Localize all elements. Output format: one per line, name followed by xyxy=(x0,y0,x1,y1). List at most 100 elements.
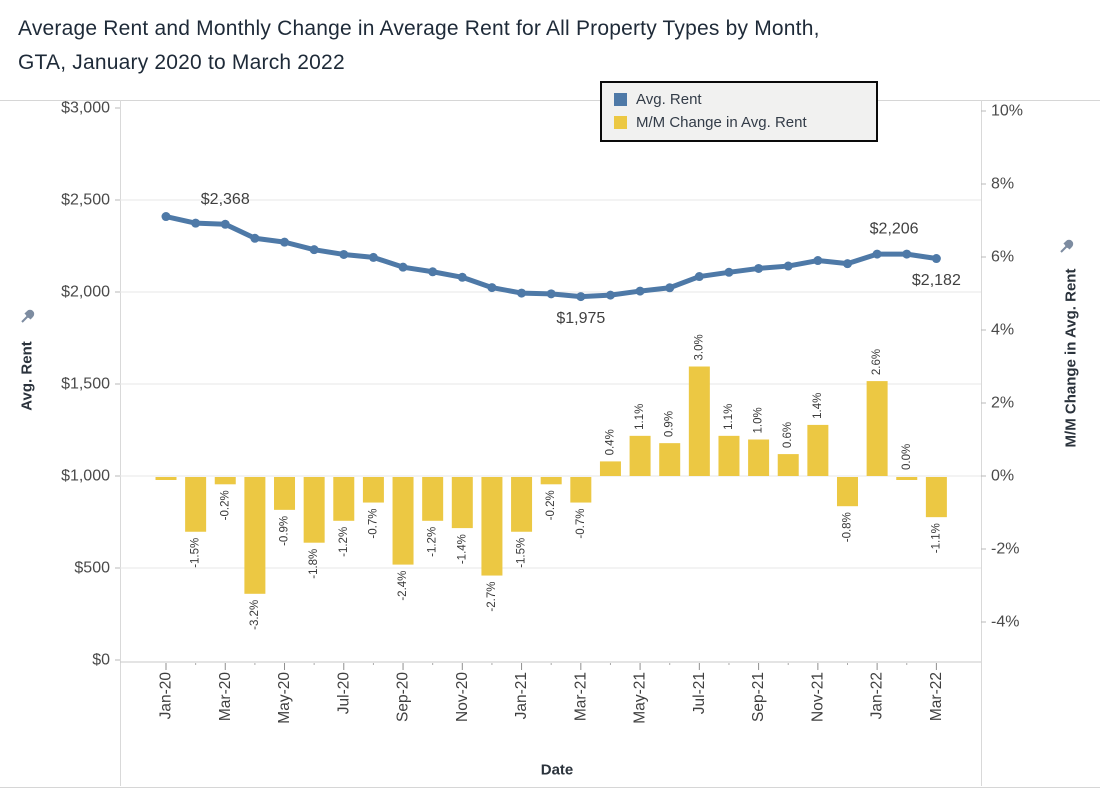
legend-swatch-avg-rent xyxy=(614,93,627,106)
bar-mark[interactable] xyxy=(925,477,947,518)
line-marker[interactable] xyxy=(220,219,230,229)
x-axis-tick-label: May-20 xyxy=(276,672,293,724)
right-axis-title: M/M Change in Avg. Rent xyxy=(1062,268,1080,448)
line-marker[interactable] xyxy=(724,267,734,277)
line-marker[interactable] xyxy=(931,254,941,264)
bar-mark[interactable] xyxy=(481,477,503,576)
line-marker[interactable] xyxy=(546,289,556,299)
bar-mark[interactable] xyxy=(244,477,266,594)
x-axis-tick-label: Nov-21 xyxy=(809,672,826,722)
bar-mark[interactable] xyxy=(570,477,592,503)
line-marker[interactable] xyxy=(842,259,852,269)
bar-value-label: -0.2% xyxy=(219,490,231,520)
line-marker[interactable] xyxy=(280,237,290,247)
line-marker[interactable] xyxy=(191,218,201,228)
bottom-divider xyxy=(0,787,1100,788)
bar-value-label: -2.4% xyxy=(397,571,409,601)
x-axis-tick-label: Jan-20 xyxy=(158,672,175,720)
bar-mark[interactable] xyxy=(274,477,296,510)
legend-label: M/M Change in Avg. Rent xyxy=(636,114,807,131)
bar-mark[interactable] xyxy=(599,461,621,476)
bar-value-label: 0.9% xyxy=(664,411,676,437)
line-marker[interactable] xyxy=(754,263,764,273)
x-axis-tick-label: Jul-20 xyxy=(335,672,352,715)
bar-mark[interactable] xyxy=(718,435,740,476)
bar-value-label: 0.4% xyxy=(604,429,616,455)
line-marker[interactable] xyxy=(605,290,615,300)
line-marker[interactable] xyxy=(694,272,704,282)
bar-mark[interactable] xyxy=(511,477,533,532)
bar-value-label: -1.1% xyxy=(930,523,942,553)
bar-value-label: 1.1% xyxy=(723,404,735,430)
left-axis-tick-label: $1,000 xyxy=(61,468,110,485)
avg-rent-line xyxy=(163,214,939,300)
bar-value-label: 0.0% xyxy=(901,444,913,470)
right-axis-tick-label: 0% xyxy=(991,468,1014,485)
legend-item-avg-rent[interactable]: Avg. Rent xyxy=(602,88,876,111)
line-marker[interactable] xyxy=(517,288,527,298)
bar-value-label: -1.4% xyxy=(456,534,468,564)
line-marker[interactable] xyxy=(635,286,645,296)
bar-mark[interactable] xyxy=(866,381,888,476)
bar-mark[interactable] xyxy=(896,477,918,480)
bar-mark[interactable] xyxy=(540,477,562,485)
bar-mark[interactable] xyxy=(629,435,651,476)
axis-pin-icon[interactable] xyxy=(19,308,36,325)
chart-title: Average Rent and Monthly Change in Avera… xyxy=(18,12,1083,80)
line-marker[interactable] xyxy=(813,256,823,266)
bar-value-label: -0.7% xyxy=(367,509,379,539)
bar-mark[interactable] xyxy=(836,477,858,507)
line-marker[interactable] xyxy=(457,272,467,282)
right-axis-tick-label: 8% xyxy=(991,176,1014,193)
bar-value-label: 1.0% xyxy=(753,407,765,433)
line-marker[interactable] xyxy=(902,249,912,259)
legend-swatch-mm-change xyxy=(614,116,627,129)
left-axis-tick-label: $3,000 xyxy=(61,100,110,117)
bar-mark[interactable] xyxy=(155,477,177,480)
line-marker[interactable] xyxy=(339,249,349,259)
line-marker[interactable] xyxy=(428,267,438,277)
line-marker[interactable] xyxy=(250,233,260,243)
line-marker[interactable] xyxy=(665,283,675,293)
legend-item-mm-change[interactable]: M/M Change in Avg. Rent xyxy=(602,111,876,134)
bar-mark[interactable] xyxy=(185,477,207,532)
right-axis-tick-label: -4% xyxy=(991,614,1019,631)
bar-value-label: -3.2% xyxy=(249,600,261,630)
bar-mark[interactable] xyxy=(451,477,473,529)
right-axis-tick-label: 2% xyxy=(991,395,1014,412)
left-axis-tick-label: $0 xyxy=(92,652,110,669)
bar-value-label: -1.8% xyxy=(308,549,320,579)
legend: Avg. Rent M/M Change in Avg. Rent xyxy=(600,81,878,142)
right-axis-tick-label: 4% xyxy=(991,322,1014,339)
plot-right-border xyxy=(981,100,982,786)
bar-mark[interactable] xyxy=(422,477,444,521)
bar-mark[interactable] xyxy=(362,477,384,503)
line-marker[interactable] xyxy=(576,292,586,302)
bar-value-label: -0.2% xyxy=(545,490,557,520)
axis-pin-icon[interactable] xyxy=(1058,238,1075,255)
bar-mark[interactable] xyxy=(748,439,770,477)
line-marker[interactable] xyxy=(783,261,793,271)
line-marker[interactable] xyxy=(161,212,171,222)
line-marker[interactable] xyxy=(872,249,882,259)
bar-value-label: 2.6% xyxy=(871,349,883,375)
x-axis-tick-label: Mar-21 xyxy=(572,672,589,721)
left-axis-tick-label: $2,500 xyxy=(61,192,110,209)
bar-mark[interactable] xyxy=(777,454,799,476)
rent-annotation: $1,975 xyxy=(556,310,605,327)
bar-mark[interactable] xyxy=(333,477,355,521)
line-marker[interactable] xyxy=(368,252,378,262)
bar-mark[interactable] xyxy=(688,366,710,477)
line-marker[interactable] xyxy=(398,262,408,272)
line-marker[interactable] xyxy=(487,283,497,293)
bar-mark[interactable] xyxy=(214,477,236,485)
line-marker[interactable] xyxy=(309,245,319,255)
bar-value-label: -0.9% xyxy=(279,516,291,546)
left-axis-tick-label: $500 xyxy=(74,560,110,577)
bar-mark[interactable] xyxy=(659,443,681,476)
bar-mark[interactable] xyxy=(807,424,829,476)
right-axis-tick-label: -2% xyxy=(991,541,1019,558)
bar-mark[interactable] xyxy=(392,477,414,565)
bar-mark[interactable] xyxy=(303,477,325,543)
